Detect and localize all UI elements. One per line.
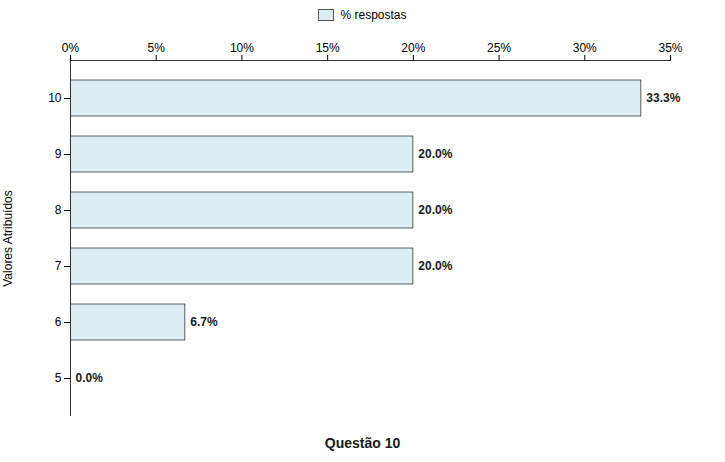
svg-text:0.0%: 0.0%	[76, 371, 104, 385]
svg-text:9: 9	[55, 147, 62, 161]
svg-text:33.3%: 33.3%	[646, 91, 680, 105]
svg-text:Valores Atribuídos: Valores Atribuídos	[1, 190, 15, 287]
svg-text:7: 7	[55, 259, 62, 273]
svg-text:25%: 25%	[487, 41, 511, 55]
html-text:Questão 10: Questão 10	[324, 435, 401, 451]
svg-text:5: 5	[55, 371, 62, 385]
svg-text:8: 8	[55, 203, 62, 217]
svg-text:20%: 20%	[401, 41, 425, 55]
svg-text:20.0%: 20.0%	[418, 259, 452, 273]
svg-text:10: 10	[48, 91, 62, 105]
svg-text:10%: 10%	[230, 41, 254, 55]
svg-text:30%: 30%	[573, 41, 597, 55]
svg-text:35%: 35%	[658, 41, 682, 55]
svg-text:5%: 5%	[148, 41, 166, 55]
svg-text:20.0%: 20.0%	[418, 147, 452, 161]
svg-text:20.0%: 20.0%	[418, 203, 452, 217]
svg-text:15%: 15%	[316, 41, 340, 55]
svg-text:0%: 0%	[62, 41, 80, 55]
svg-text:6: 6	[55, 315, 62, 329]
html-text:% respostas: % respostas	[340, 8, 407, 22]
svg-text:6.7%: 6.7%	[190, 315, 218, 329]
